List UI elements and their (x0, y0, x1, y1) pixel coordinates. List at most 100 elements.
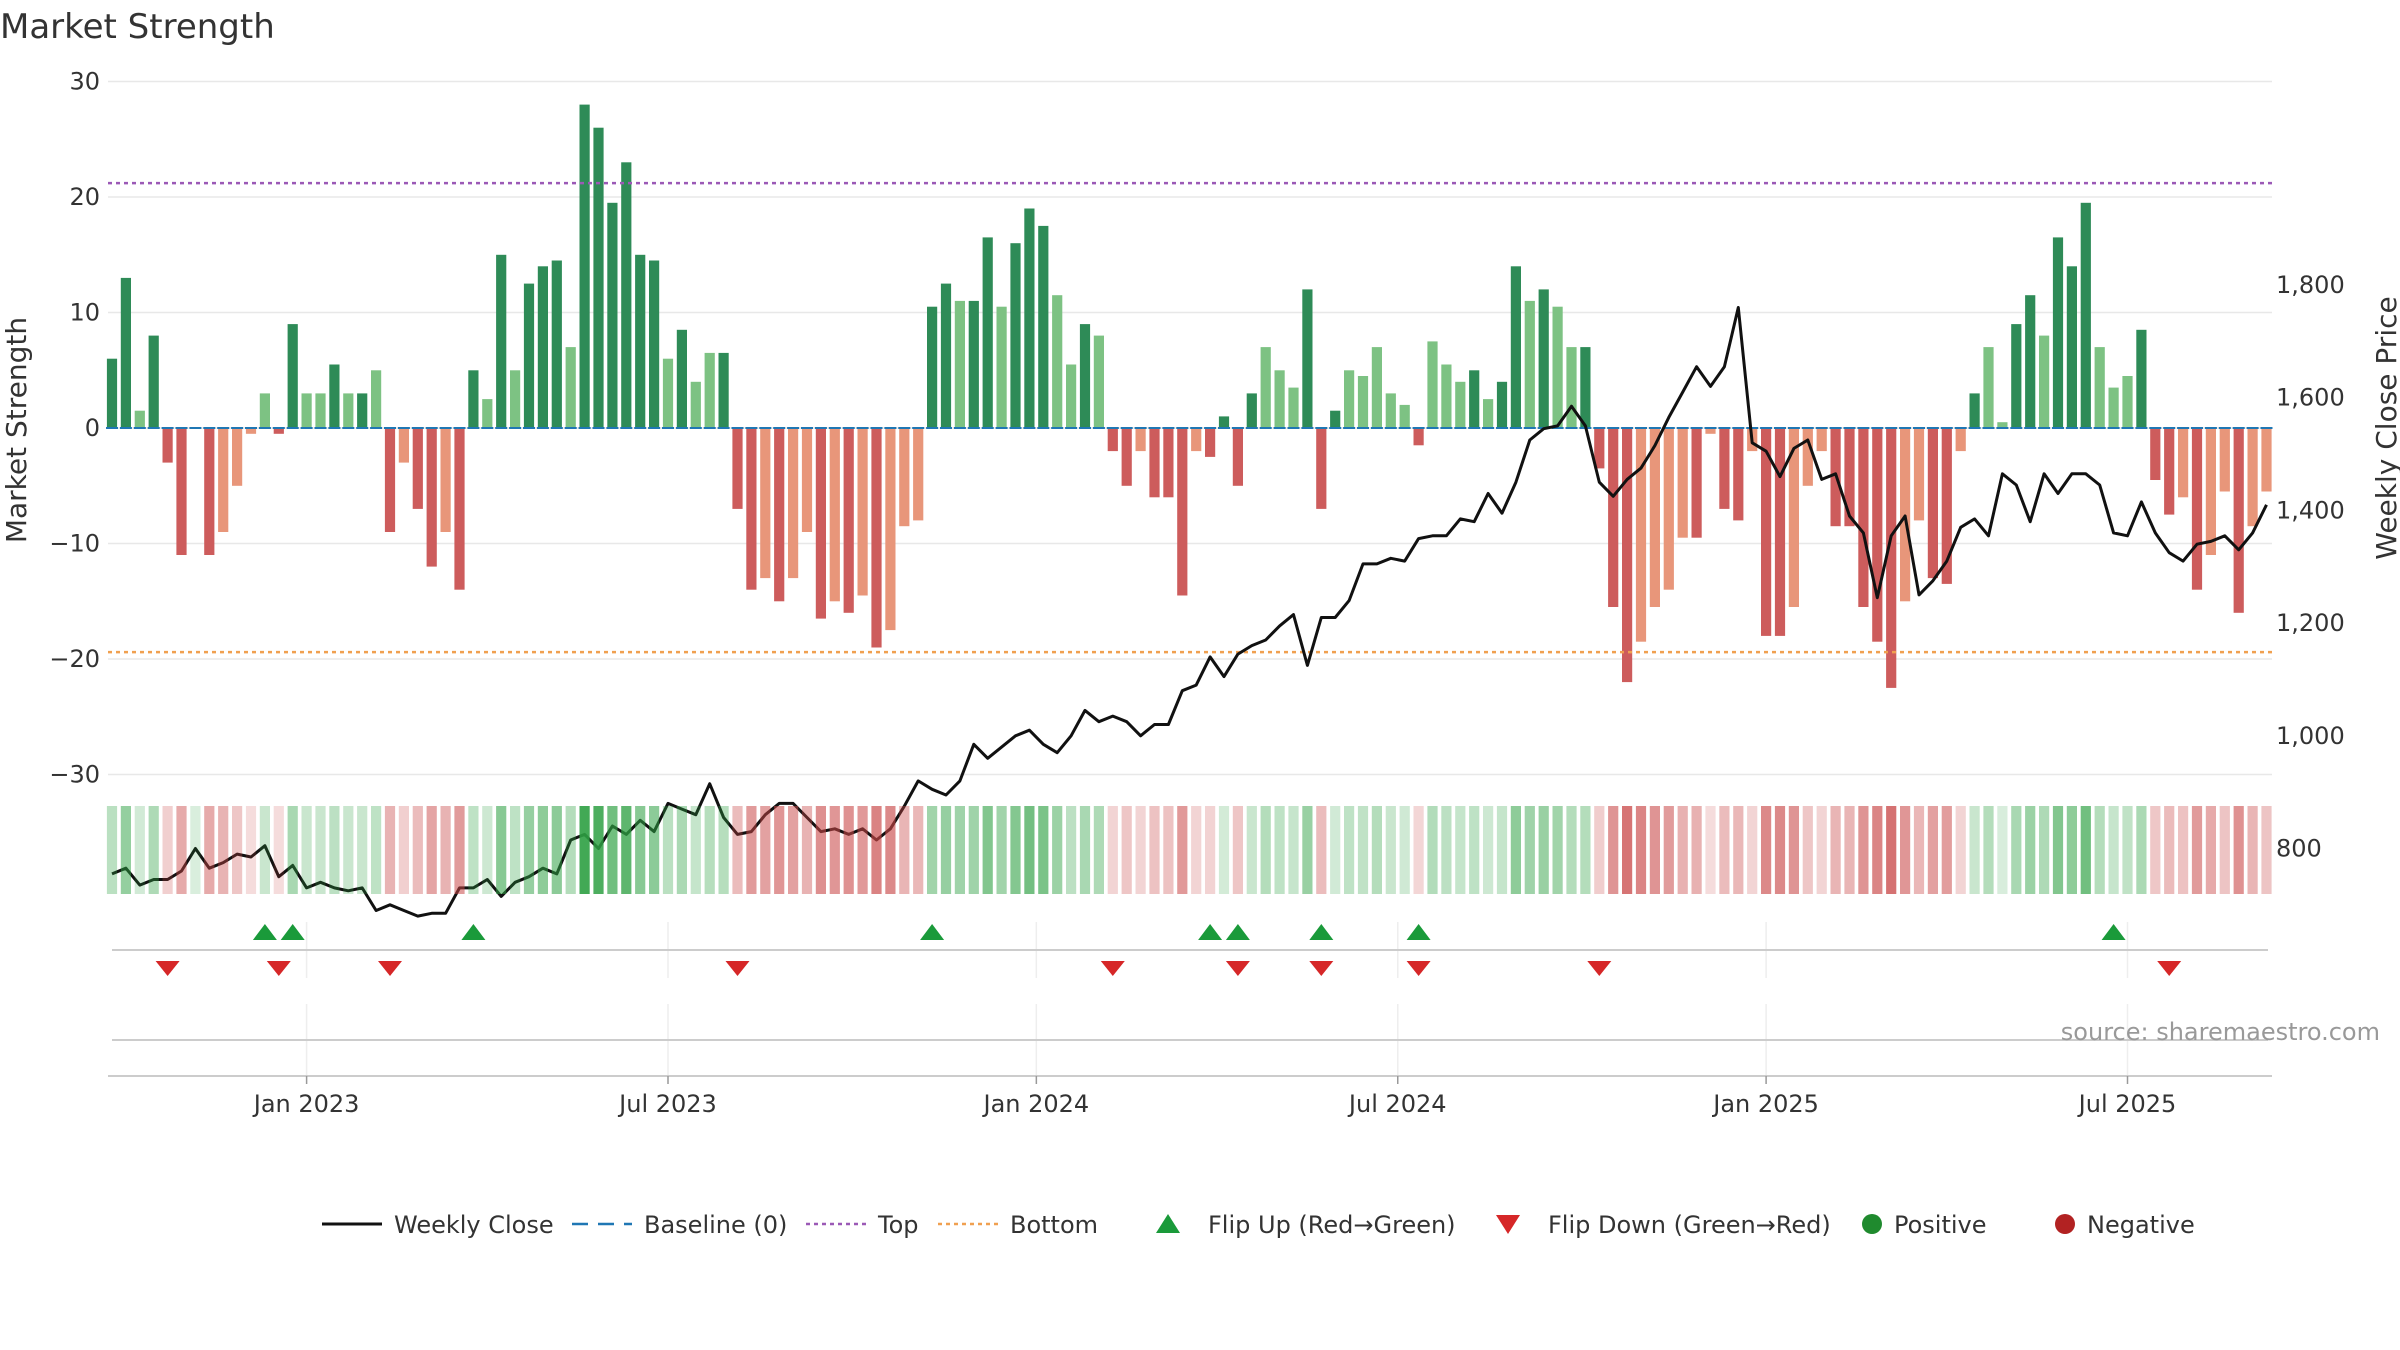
x-tick-label: Jan 2023 (252, 1090, 360, 1118)
flip-down-marker (1225, 961, 1250, 976)
heat-cell (996, 806, 1007, 894)
right-tick-label: 1,600 (2276, 384, 2345, 412)
strength-bar (1719, 428, 1730, 509)
left-tick-label: 20 (69, 183, 100, 211)
legend-item-negative: Negative (2055, 1211, 2195, 1239)
strength-bar (1705, 428, 1716, 434)
strength-bar (1872, 428, 1883, 642)
heat-cell (1872, 806, 1883, 894)
heat-cell (2219, 806, 2230, 894)
heat-cell (718, 806, 729, 894)
x-tick-label: Jul 2024 (1347, 1090, 1447, 1118)
flip-down-marker (378, 961, 402, 976)
heat-cell (982, 806, 993, 894)
strength-bar (857, 428, 868, 596)
right-tick-label: 800 (2276, 835, 2322, 863)
strength-bar (384, 428, 396, 532)
flip-up-marker (920, 924, 945, 940)
heat-cell (2136, 806, 2147, 894)
right-tick-label: 1,800 (2276, 271, 2345, 299)
flip-up-marker (1198, 924, 1223, 940)
strength-bar (621, 162, 632, 429)
strength-bar (523, 283, 535, 428)
heat-cell (649, 806, 660, 894)
flip-down-marker (1309, 961, 1334, 976)
legend-item-top: Top (806, 1211, 919, 1239)
heat-cell (1927, 806, 1938, 894)
legend-label: Top (877, 1211, 919, 1239)
strength-bar (1802, 428, 1813, 486)
left-tick-label: 10 (69, 299, 100, 327)
heat-cell (593, 806, 604, 894)
strength-bar (690, 381, 701, 428)
heat-cell (1913, 806, 1925, 894)
flip-down-marker (2157, 961, 2182, 976)
heat-cell (412, 806, 423, 894)
heat-cell (1830, 806, 1841, 894)
strength-bar (1399, 404, 1410, 428)
strength-bar (2025, 295, 2036, 428)
strength-bar (1663, 428, 1674, 590)
heat-cell (760, 806, 771, 894)
heat-cell (204, 806, 215, 894)
heat-cell (704, 806, 715, 894)
heat-cell (2247, 806, 2258, 894)
heat-cell (120, 806, 131, 894)
heat-cell (1649, 806, 1660, 894)
legend-label: Flip Down (Green→Red) (1548, 1211, 1831, 1239)
heat-cell (162, 806, 173, 894)
strength-bar (1635, 428, 1647, 642)
strength-bar (899, 428, 910, 527)
heat-cell (510, 806, 521, 894)
strength-bar (1816, 428, 1827, 452)
heat-cell (1399, 806, 1410, 894)
heat-cell (1107, 806, 1118, 894)
heat-cell (1385, 806, 1396, 894)
flip-down-marker (155, 961, 180, 976)
heat-cell (690, 806, 701, 894)
heat-cell (1510, 806, 1521, 894)
heat-cell (2122, 806, 2133, 894)
strength-bar (120, 277, 131, 428)
heat-cell (788, 806, 799, 894)
heat-cell (1524, 806, 1535, 894)
strength-bar (565, 347, 576, 428)
strength-bar (801, 428, 813, 532)
heat-cell (774, 806, 785, 894)
heat-cell (1191, 806, 1202, 894)
heat-cell (232, 806, 243, 894)
strength-bar (398, 428, 409, 463)
heat-cell (1079, 806, 1091, 894)
left-tick-label: −20 (49, 645, 100, 673)
flip-up-marker (2101, 924, 2126, 940)
strength-bar (1274, 370, 1285, 429)
strength-bar (1858, 428, 1869, 607)
heat-cell (1260, 806, 1271, 894)
heat-cell (134, 806, 145, 894)
source-label: source: sharemaestro.com (2061, 1018, 2380, 1046)
heat-cell (537, 806, 548, 894)
heat-cell (1316, 806, 1327, 894)
heat-cell (496, 806, 507, 894)
strength-bar (704, 352, 715, 428)
heat-cell (245, 806, 257, 894)
heat-cell (398, 806, 409, 894)
right-axis-title: Weekly Close Price (2370, 296, 2400, 559)
strength-bar (1886, 428, 1897, 688)
strength-bar (162, 428, 173, 463)
heat-cell (746, 806, 757, 894)
heat-cell (871, 806, 882, 894)
strength-bar (649, 260, 660, 428)
strength-bar (815, 428, 826, 619)
heat-cell (301, 806, 312, 894)
strength-bar (1135, 428, 1146, 452)
strength-bar (1441, 364, 1452, 428)
heat-cell (1858, 806, 1869, 894)
heat-cell (2178, 806, 2189, 894)
strength-bar (1177, 428, 1188, 596)
strength-bar (1163, 428, 1174, 498)
strength-bar (1649, 428, 1660, 607)
strength-bar (607, 202, 618, 428)
heat-cell (1344, 806, 1355, 894)
strength-bar (301, 393, 312, 428)
